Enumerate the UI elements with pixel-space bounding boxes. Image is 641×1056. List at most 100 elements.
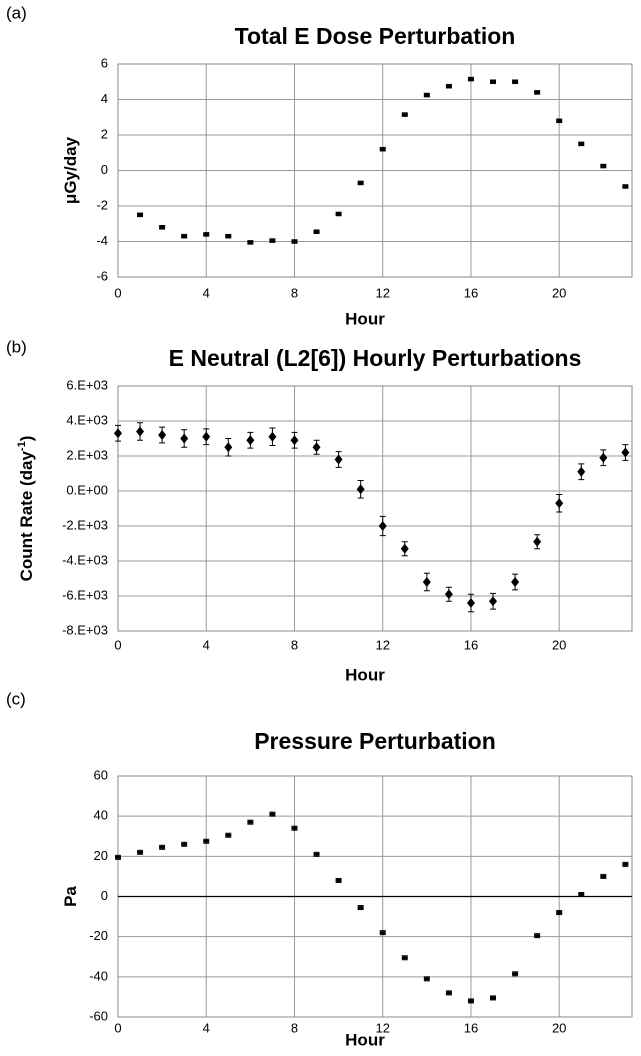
x-axis-label: Hour: [345, 665, 385, 684]
point: [556, 119, 563, 123]
y-tick-label: 0.E+00: [66, 482, 108, 497]
y-axis-label-text: μGy/day: [61, 136, 80, 204]
point: [357, 906, 364, 910]
y-tick-label: 0: [101, 162, 108, 177]
point: [422, 577, 431, 587]
point: [379, 931, 386, 935]
chart-title: E Neutral (L2[6]) Hourly Perturbations: [169, 345, 582, 371]
point: [533, 536, 542, 547]
point: [599, 452, 608, 463]
point: [534, 90, 541, 94]
y-tick-label: -6.E+03: [62, 587, 108, 602]
point: [356, 484, 365, 495]
point: [467, 999, 474, 1003]
point: [291, 826, 298, 830]
y-tick-label: 40: [94, 808, 108, 823]
point: [335, 878, 342, 882]
point: [115, 855, 121, 859]
x-axis-label: Hour: [345, 1030, 385, 1049]
y-axis-label-text: Pa: [61, 886, 80, 907]
point: [225, 234, 232, 238]
x-tick-label: 8: [291, 1020, 298, 1035]
point: [401, 956, 408, 960]
point: [622, 862, 629, 866]
point: [180, 433, 189, 444]
point: [203, 232, 210, 236]
y-tick-label: -2.E+03: [62, 517, 108, 532]
y-tick-label: -60: [89, 1008, 108, 1023]
y-tick-label: -4: [96, 233, 108, 248]
point: [159, 845, 166, 849]
point: [600, 164, 607, 168]
x-tick-label: 16: [464, 1020, 478, 1035]
x-tick-label: 4: [203, 637, 210, 652]
point: [269, 239, 276, 243]
chart-title: Total E Dose Perturbation: [235, 23, 516, 49]
point: [400, 543, 409, 554]
x-tick-label: 0: [114, 1020, 121, 1035]
y-tick-label: 6: [101, 55, 108, 70]
point: [136, 426, 145, 437]
point: [334, 454, 343, 465]
x-tick-label: 12: [375, 1020, 389, 1035]
point: [313, 852, 320, 856]
point: [335, 212, 342, 216]
y-tick-label: -20: [89, 928, 108, 943]
x-tick-label: 12: [375, 285, 389, 300]
point: [444, 589, 453, 600]
y-axis-label: μGy/day: [61, 136, 80, 204]
x-tick-label: 4: [203, 285, 210, 300]
y-tick-label: 2.E+03: [66, 447, 108, 462]
point: [423, 977, 430, 981]
x-tick-label: 0: [114, 285, 121, 300]
point: [246, 435, 255, 446]
point: [137, 213, 144, 217]
point: [357, 181, 364, 185]
x-tick-label: 20: [552, 637, 566, 652]
point: [511, 577, 520, 587]
point: [534, 934, 541, 938]
point: [490, 80, 497, 84]
point: [379, 147, 386, 151]
point: [202, 431, 211, 442]
point: [291, 240, 298, 243]
point: [466, 598, 475, 608]
panel-label: (b): [6, 337, 27, 356]
point: [203, 839, 210, 843]
x-tick-label: 20: [552, 285, 566, 300]
point: [556, 911, 563, 915]
point: [225, 833, 232, 837]
point: [600, 874, 607, 878]
point: [268, 431, 277, 442]
point: [312, 442, 321, 453]
y-tick-label: 60: [94, 767, 108, 782]
y-tick-label: -8.E+03: [62, 622, 108, 637]
point: [489, 596, 498, 607]
y-tick-label: -2: [96, 197, 108, 212]
point: [378, 521, 387, 531]
x-tick-label: 4: [203, 1020, 210, 1035]
point: [467, 77, 474, 81]
y-tick-label: -40: [89, 968, 108, 983]
y-tick-label: -4.E+03: [62, 552, 108, 567]
y-tick-label: 4.E+03: [66, 412, 108, 427]
point: [577, 466, 586, 477]
point: [423, 93, 430, 97]
plot-frame: [117, 63, 633, 278]
point: [224, 442, 233, 453]
chart-title: Pressure Perturbation: [254, 728, 496, 754]
x-tick-label: 20: [552, 1020, 566, 1035]
x-axis-label: Hour: [345, 309, 385, 328]
point: [512, 972, 519, 976]
point: [621, 447, 630, 458]
y-axis-label: Pa: [61, 886, 80, 907]
point: [622, 184, 629, 188]
plot-frame: [117, 385, 633, 632]
point: [445, 84, 452, 88]
point: [578, 892, 585, 896]
y-axis-label: Count Rate (day-1): [16, 436, 37, 582]
x-tick-label: 8: [291, 637, 298, 652]
point: [555, 498, 564, 509]
